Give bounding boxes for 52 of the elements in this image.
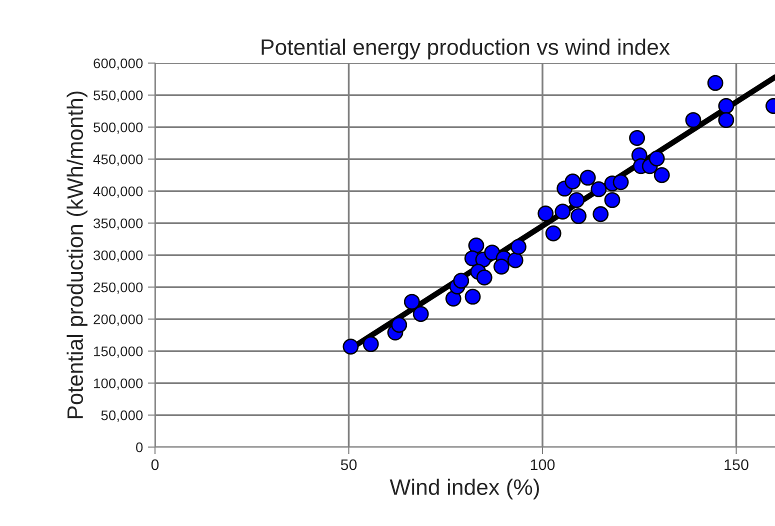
- point: [590, 181, 607, 198]
- point: [538, 206, 554, 222]
- point: [493, 258, 510, 275]
- y-tick-label: 400,000: [93, 186, 143, 198]
- point: [484, 244, 500, 261]
- point: [568, 192, 585, 208]
- x-tick-label: 0: [151, 459, 159, 470]
- x-tick-label: 100: [530, 459, 555, 470]
- point: [604, 192, 620, 208]
- point: [707, 74, 724, 91]
- chart-title: Potential energy production vs wind index: [262, 38, 670, 60]
- point: [580, 170, 596, 186]
- point: [648, 150, 665, 166]
- x-axis-title: Wind index (%): [390, 478, 539, 500]
- point: [685, 112, 702, 128]
- y-tick-label: 550,000: [94, 90, 143, 102]
- point: [570, 208, 587, 224]
- point: [507, 252, 524, 268]
- point: [342, 338, 359, 355]
- point: [453, 272, 470, 289]
- x-tick-label: 150: [724, 459, 748, 470]
- y-tick-label: 150,000: [94, 346, 143, 358]
- point: [391, 316, 408, 333]
- y-axis-title: Potential production (kWh/month): [66, 92, 88, 418]
- point: [404, 294, 420, 310]
- point: [654, 167, 670, 184]
- y-tick-label: 350,000: [94, 218, 143, 230]
- point: [464, 288, 481, 305]
- point: [445, 290, 462, 307]
- y-tick-label: 450,000: [93, 154, 143, 166]
- point: [564, 174, 581, 190]
- point: [476, 270, 492, 286]
- y-tick-label: 600,000: [94, 58, 143, 70]
- point: [629, 130, 646, 146]
- y-tick-label: 50,000: [101, 410, 143, 422]
- y-tick-label: 200,000: [94, 314, 143, 326]
- y-tick-label: 0: [136, 442, 143, 452]
- point: [362, 336, 379, 352]
- x-tick-label: 50: [340, 459, 357, 470]
- point: [592, 206, 609, 222]
- point: [718, 98, 734, 114]
- y-tick-label: 250,000: [94, 282, 143, 294]
- y-tick-label: 100,000: [94, 378, 143, 390]
- point: [468, 238, 484, 254]
- point: [612, 174, 629, 190]
- y-tick-label: 300,000: [94, 250, 143, 262]
- y-tick-label: 500,000: [94, 122, 143, 134]
- point: [412, 306, 429, 322]
- point: [545, 225, 562, 242]
- point: [510, 238, 526, 255]
- point: [718, 112, 734, 128]
- point: [554, 204, 571, 220]
